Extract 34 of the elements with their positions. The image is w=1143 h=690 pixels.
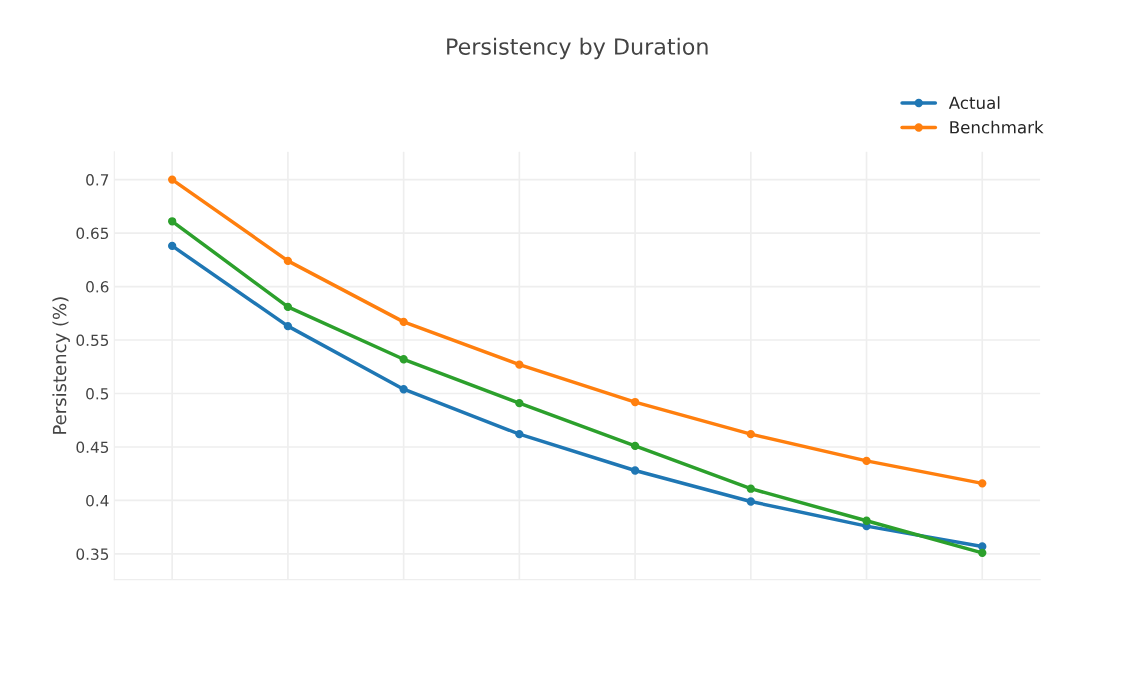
point <box>283 321 293 331</box>
point <box>399 317 408 327</box>
point <box>399 355 408 364</box>
point <box>283 302 293 312</box>
y-tick-label: 0.55 <box>76 334 109 347</box>
point <box>399 385 408 394</box>
legend-label: Actual <box>948 96 1000 110</box>
y-tick-label: 0.5 <box>86 387 109 400</box>
y-tick-label: 0.4 <box>86 494 109 507</box>
point <box>283 256 293 266</box>
y-tick-label: 0.35 <box>76 548 109 560</box>
y-tick-label: 0.7 <box>86 174 109 186</box>
point <box>515 429 524 439</box>
point <box>746 484 755 493</box>
point <box>862 456 871 466</box>
point <box>168 175 177 184</box>
y-tick-label: 0.45 <box>76 441 109 453</box>
point <box>746 497 755 506</box>
point <box>168 217 177 226</box>
legend-label: Benchmark <box>950 120 1044 134</box>
point <box>630 441 640 451</box>
chart-title: Persistency by Duration <box>447 37 708 60</box>
point <box>168 241 177 251</box>
point <box>862 516 871 525</box>
point <box>746 429 755 439</box>
point <box>630 397 640 407</box>
y-tick-label: 0.6 <box>86 281 109 293</box>
point <box>515 360 524 369</box>
point <box>515 398 524 408</box>
point <box>978 479 987 488</box>
y-axis-title: Persistency (%) <box>52 297 70 434</box>
y-tick-label: 0.65 <box>76 227 109 240</box>
point <box>630 466 640 475</box>
point <box>978 548 987 558</box>
